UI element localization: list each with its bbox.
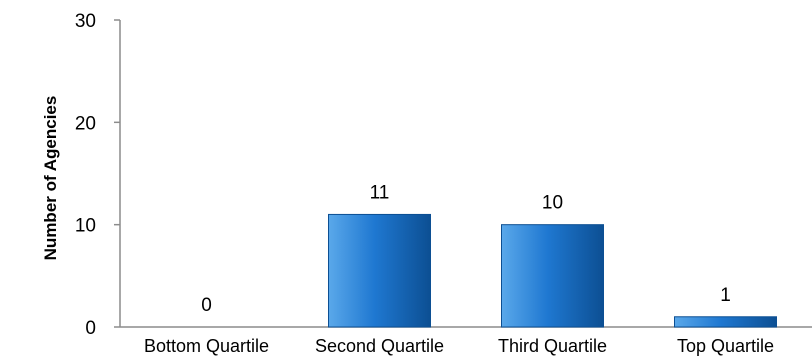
category-label: Second Quartile — [315, 336, 444, 356]
category-labels: Bottom Quartile Second Quartile Third Quar… — [144, 336, 774, 356]
y-tick-label: 10 — [75, 216, 96, 237]
bars — [328, 213, 777, 328]
y-axis-title: Number of Agencies — [41, 96, 60, 261]
data-label: 0 — [201, 295, 212, 316]
data-label: 1 — [720, 285, 731, 306]
y-tick-label: 0 — [85, 318, 96, 339]
data-label: 10 — [542, 193, 563, 214]
y-tick-label: 20 — [75, 113, 96, 134]
bar-third-quartile — [501, 224, 604, 328]
data-label: 11 — [370, 182, 390, 203]
category-label: Top Quartile — [677, 336, 774, 356]
category-label: Bottom Quartile — [144, 336, 269, 356]
category-label: Third Quartile — [498, 336, 607, 356]
data-labels: 0 11 10 1 — [201, 182, 731, 316]
y-axis-ticks: 0 10 20 30 — [75, 11, 120, 339]
bar-second-quartile — [328, 213, 431, 328]
y-tick-label: 30 — [75, 11, 96, 32]
bar-top-quartile — [674, 316, 777, 328]
